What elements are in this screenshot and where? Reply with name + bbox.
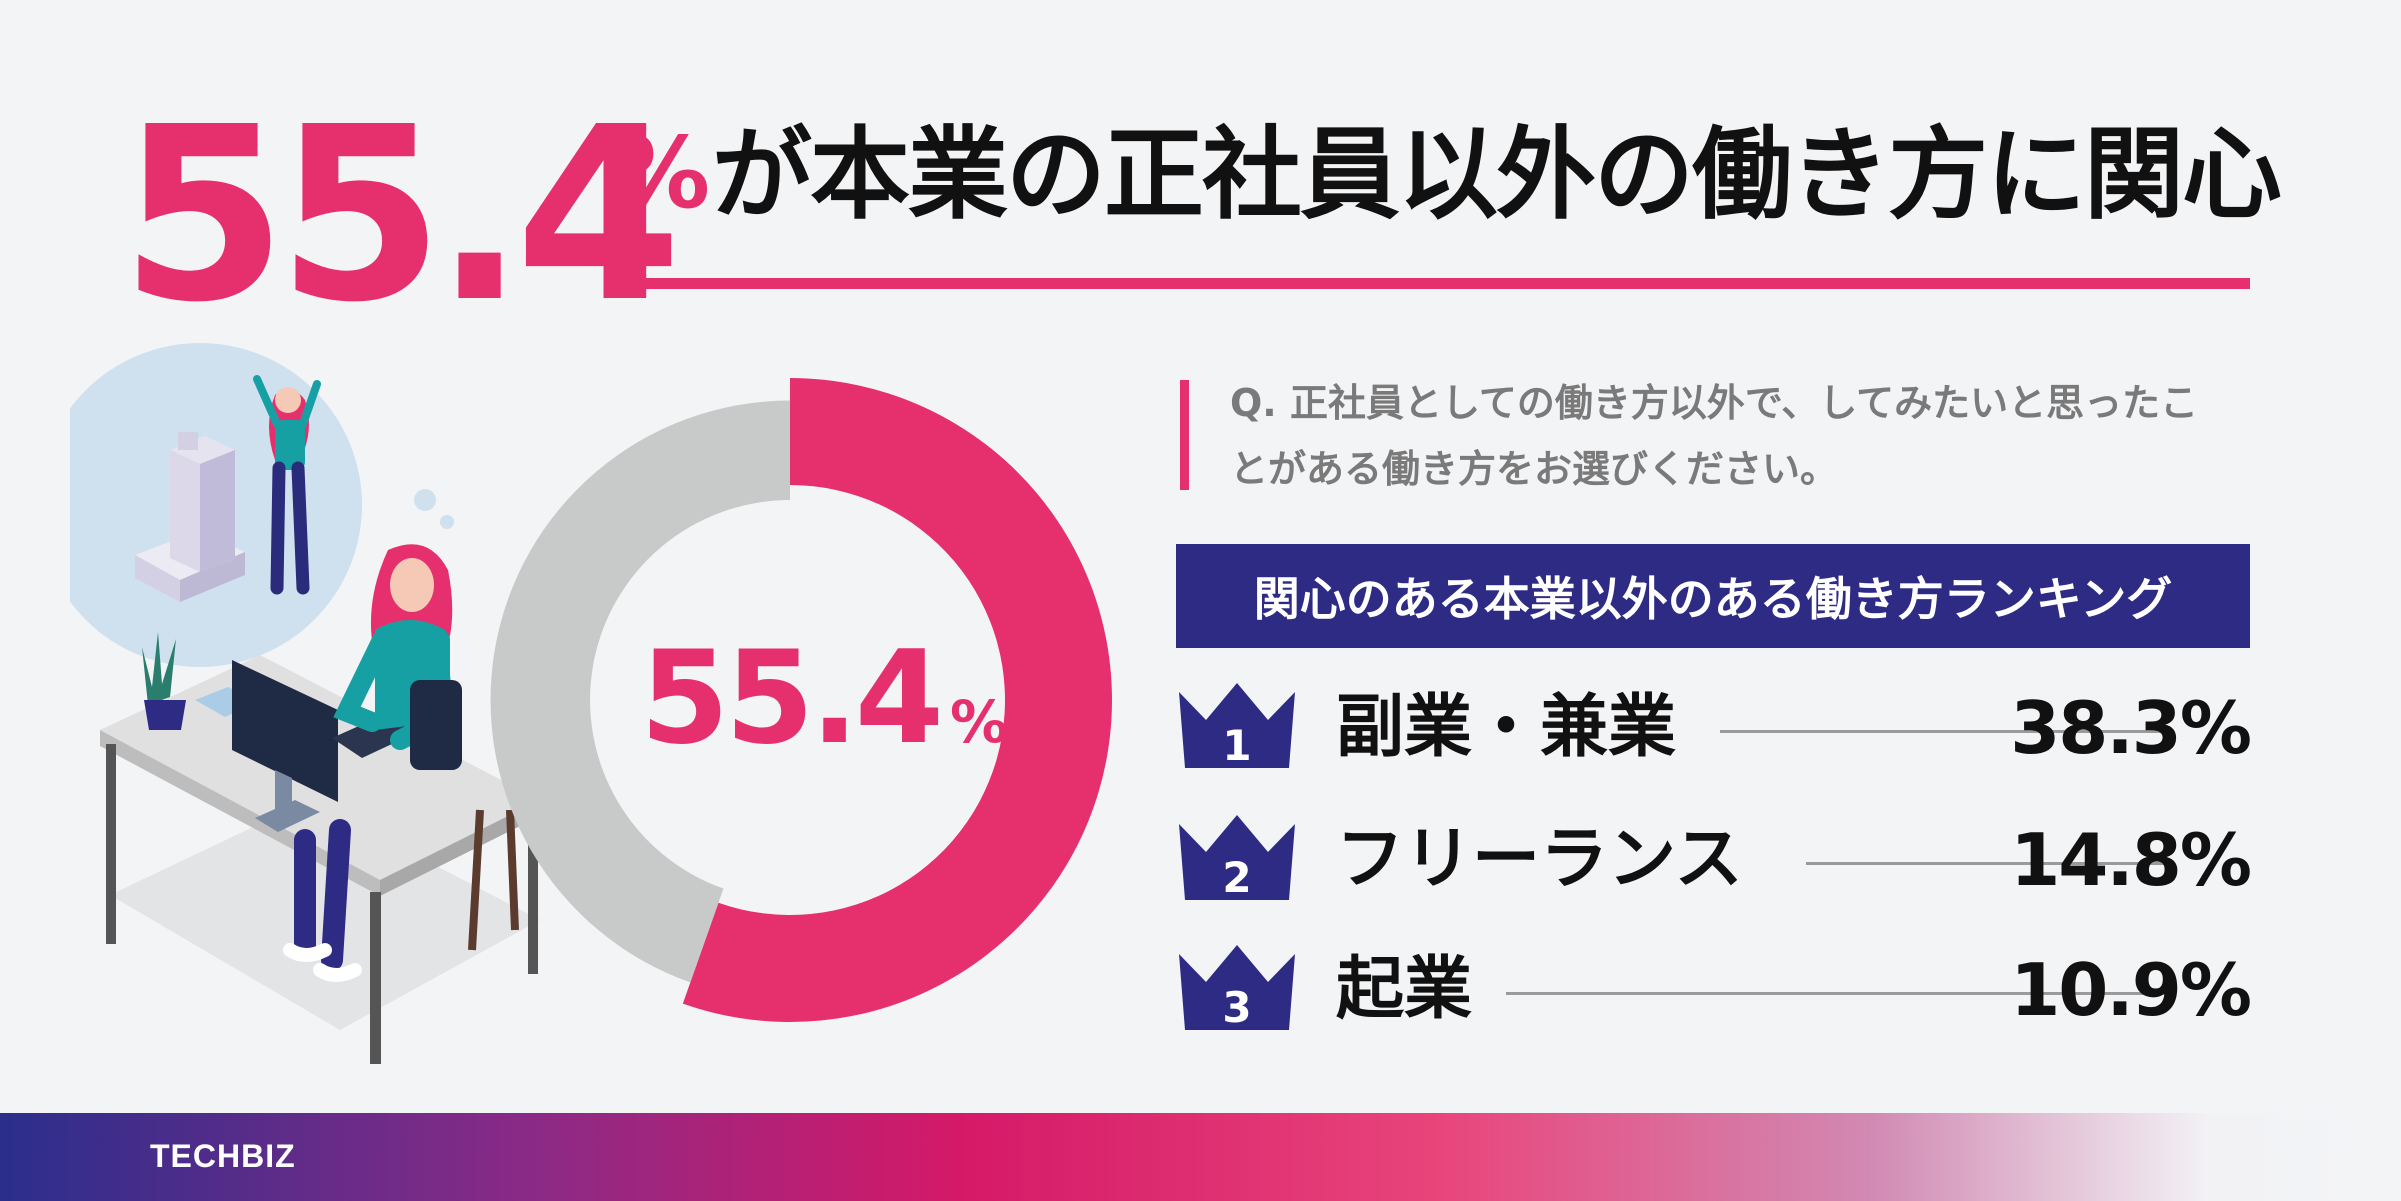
ranking-item: 1 副業・兼業 38.3% [1176,680,2252,780]
rank-value: 38.3% [2010,686,2252,770]
donut-chart: 55.4 % [490,378,1112,1022]
ranking-item: 2 フリーランス 14.8% [1176,812,2252,912]
headline-percent-sign: % [612,117,711,231]
rank-number: 3 [1222,983,1251,1032]
rank-value: 10.9% [2010,948,2252,1032]
crown-icon: 1 [1179,683,1295,770]
crown-icon: 3 [1179,945,1295,1032]
crown-icon: 2 [1179,815,1295,902]
ranking-item: 3 起業 10.9% [1176,942,2252,1042]
question-accent-bar [1180,380,1189,490]
footer-band [0,1113,2401,1201]
ranking-heading: 関心のある本業以外のある働き方ランキング [1176,544,2250,648]
rank-label: フリーランス [1336,820,1743,899]
headline-number: 55.4 [120,75,682,355]
rank-leader-line [1806,862,2166,865]
rank-leader-line [1720,730,2166,733]
donut-segment-highlight [682,378,1112,1022]
rank-number: 2 [1222,853,1251,902]
question-text: Q. 正社員としての働き方以外で、してみたいと思ったことがある働き方をお選びくだ… [1230,381,2199,491]
worker-illustration [70,343,540,1064]
footer-brand: TECHBIZ [150,1138,296,1174]
donut-center-value: 55.4 [640,624,940,773]
headline-text: が本業の正社員以外の働き方に関心 [712,116,2282,233]
rank-label: 起業 [1336,950,1473,1029]
rank-number: 1 [1222,721,1251,770]
donut-segment-rest [490,400,790,983]
rank-value: 14.8% [2010,818,2252,902]
donut-segments [490,378,1112,1022]
donut-center-unit: % [950,688,1008,756]
rank-leader-line [1506,992,2166,995]
rank-label: 副業・兼業 [1336,688,1677,767]
headline-underline [628,278,2250,289]
